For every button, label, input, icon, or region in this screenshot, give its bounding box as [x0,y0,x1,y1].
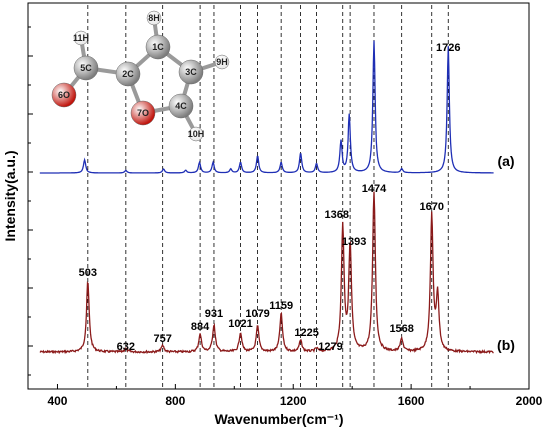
peak-label-b: 503 [79,267,97,279]
peak-label-b: 931 [205,308,223,320]
molecule-atom [130,100,156,126]
peak-label-b: 1368 [325,209,349,221]
x-tick-label: 400 [47,394,67,408]
peak-label-b: 1474 [362,183,387,195]
x-tick-label: 2000 [516,394,543,408]
atom-label: 4C [175,101,187,111]
peak-label-b: 1021 [228,318,252,330]
y-axis-title: Intensity(a.u.) [2,150,18,241]
peak-label-b: 1279 [318,341,342,353]
peak-label-b: 1670 [420,201,444,213]
x-tick-label: 800 [165,394,185,408]
peak-label-b: 884 [191,321,210,333]
series-layer [39,40,494,355]
molecule-atom [73,55,99,81]
peak-label-b: 1393 [342,236,366,248]
molecule-atom [168,93,194,119]
molecule-atom [51,82,77,108]
panel-label-a: (a) [497,153,514,169]
atom-label: 9H [216,57,228,67]
molecule-structure: 1C 2C 3C 4C 5C 6O 7O 8H 9H 10H 11H [51,10,230,142]
molecule-atom [178,59,204,85]
atom-label: 10H [188,129,205,139]
peak-label-b: 1159 [269,300,293,312]
atom-label: 6O [58,90,70,100]
peak-label-a: 1726 [436,42,460,54]
dashed-reference-lines [87,5,449,387]
x-axis-title: Wavenumber(cm⁻¹) [214,411,343,427]
peak-label-b: 1079 [245,308,269,320]
panel-label-b: (b) [497,337,515,353]
plot-frame [27,2,530,390]
peak-label-b: 1225 [294,327,318,339]
molecule-atom [115,61,141,87]
x-tick-label: 1200 [280,394,307,408]
atom-label: 8H [148,13,160,23]
peak-label-b: 632 [117,341,135,353]
x-tick-label: 1600 [398,394,425,408]
series-a-line [39,40,494,174]
atom-label: 5C [80,63,92,73]
molecule-atom [73,30,89,46]
series-b-line [39,191,494,355]
atom-label: 3C [185,67,197,77]
peak-label-b: 757 [154,333,172,345]
molecule-atom [188,126,204,142]
axes-layer: 400 800 1200 1600 2000 [28,26,543,408]
peak-label-b: 1568 [389,323,413,335]
atom-label: 1C [152,42,164,52]
molecule-atom [145,34,171,60]
atom-label: 11H [73,33,89,43]
molecule-atom [214,54,230,70]
molecule-atom [146,10,162,26]
atom-label: 7O [137,108,149,118]
atom-label: 2C [122,69,134,79]
